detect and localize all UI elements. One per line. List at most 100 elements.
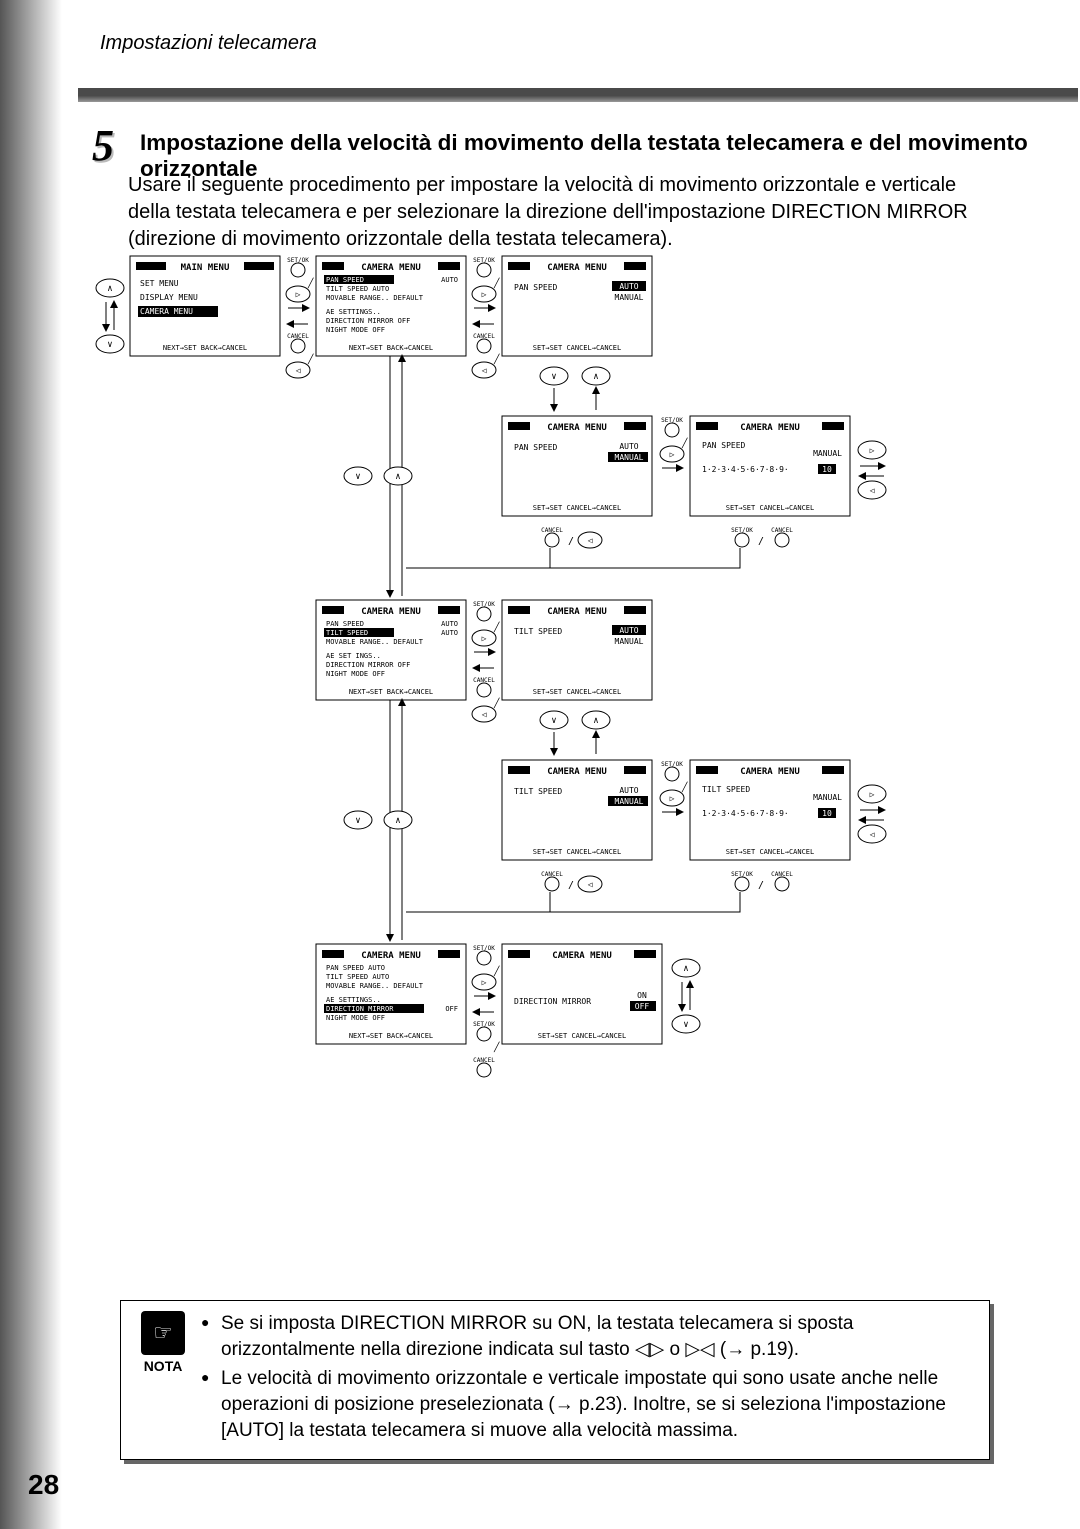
breadcrumb: Impostazioni telecamera [100,32,317,55]
svg-text:╱: ╱ [307,277,314,289]
cancel-back-2: CANCEL / ◁ [541,871,602,892]
svg-text:╱: ╱ [493,1041,500,1053]
svg-text:MANUAL: MANUAL [615,293,644,302]
svg-text:PAN SPEED AUTO: PAN SPEED AUTO [326,964,385,972]
svg-text:NIGHT MODE OFF: NIGHT MODE OFF [326,670,385,678]
note-item: Le velocità di movimento orizzontale e v… [201,1366,975,1443]
nav-stack-3: SET/OK ╱ ▷ [660,417,688,468]
svg-text:TILT SPEED: TILT SPEED [326,629,368,637]
svg-text:▷: ▷ [296,290,301,299]
svg-text:/: / [758,536,764,547]
svg-text:OFF: OFF [635,1002,650,1011]
svg-text:MOVABLE RANGE.. DEFAULT: MOVABLE RANGE.. DEFAULT [326,294,424,302]
svg-text:CAMERA MENU: CAMERA MENU [547,767,607,777]
svg-text:◁: ◁ [588,880,593,889]
svg-text:◁: ◁ [588,536,593,545]
svg-text:SET→SET CANCEL→CANCEL: SET→SET CANCEL→CANCEL [533,688,622,696]
svg-text:TILT SPEED: TILT SPEED [702,785,750,794]
svg-text:▷: ▷ [482,290,487,299]
svg-text:MANUAL: MANUAL [813,793,842,802]
screen-tilt-choice-manual: CAMERA MENU TILT SPEED AUTO MANUAL SET→S… [502,760,652,860]
svg-text:/: / [568,536,574,547]
svg-text:∨: ∨ [551,372,556,382]
right-left-1: ▷ ◁ [858,441,886,499]
svg-text:NEXT→SET BACK→CANCEL: NEXT→SET BACK→CANCEL [163,344,247,352]
svg-text:AUTO: AUTO [619,626,638,635]
svg-text:TILT SPEED: TILT SPEED [514,627,562,636]
right-left-2: ▷ ◁ [858,785,886,843]
svg-text:SET MENU: SET MENU [140,279,179,288]
svg-text:DIRECTION MIRROR: DIRECTION MIRROR [326,1005,394,1013]
svg-text:╱: ╱ [681,437,688,449]
svg-text:∧: ∧ [395,816,400,826]
svg-text:AE SETTINGS..: AE SETTINGS.. [326,996,381,1004]
svg-text:CAMERA MENU: CAMERA MENU [140,307,193,316]
svg-text:∧: ∧ [107,284,112,294]
svg-text:SET→SET CANCEL→CANCEL: SET→SET CANCEL→CANCEL [533,344,622,352]
svg-text:╱: ╱ [681,781,688,793]
nav-stack-6: SET/OK ╱ ▷ SET/OK ╱ CANCEL [472,945,500,1077]
svg-text:ON: ON [637,991,647,1000]
svg-text:∨: ∨ [683,1020,688,1030]
svg-text:AUTO: AUTO [619,442,638,451]
svg-text:SET→SET CANCEL→CANCEL: SET→SET CANCEL→CANCEL [533,504,622,512]
note-item: Se si imposta DIRECTION MIRROR su ON, la… [201,1311,975,1362]
svg-text:NIGHT MODE OFF: NIGHT MODE OFF [326,326,385,334]
svg-text:DIRECTION MIRROR: DIRECTION MIRROR [514,997,591,1006]
svg-text:PAN SPEED: PAN SPEED [702,441,746,450]
svg-text:AUTO: AUTO [619,786,638,795]
svg-text:OFF: OFF [445,1005,458,1013]
svg-text:TILT SPEED AUTO: TILT SPEED AUTO [326,285,389,293]
svg-text:TILT SPEED AUTO: TILT SPEED AUTO [326,973,389,981]
page-number: 28 [28,1469,59,1501]
svg-text:SET→SET CANCEL→CANCEL: SET→SET CANCEL→CANCEL [533,848,622,856]
cancel-back-1: CANCEL / ◁ [541,527,602,548]
up-down-buttons: ∧ ∨ [96,279,124,353]
svg-text:AUTO: AUTO [441,276,458,284]
page-gradient-bar [0,0,62,1529]
svg-text:AUTO: AUTO [441,620,458,628]
step-number: 5 [92,120,114,171]
svg-text:/: / [568,880,574,891]
svg-text:◁: ◁ [870,486,875,495]
svg-text:AUTO: AUTO [441,629,458,637]
setok-cancel-2: SET/OK / CANCEL [731,871,793,891]
svg-text:▷: ▷ [870,790,875,799]
svg-text:▷: ▷ [670,450,675,459]
svg-text:MANUAL: MANUAL [615,453,644,462]
svg-text:CAMERA MENU: CAMERA MENU [740,767,800,777]
screen-tilt-choice: CAMERA MENU TILT SPEED AUTO MANUAL SET→S… [502,600,652,700]
screen-dir-choice: CAMERA MENU DIRECTION MIRROR ON OFF SET→… [502,944,662,1044]
svg-text:▷: ▷ [482,978,487,987]
screen-tilt-manual-scale: CAMERA MENU TILT SPEED MANUAL 1·2·3·4·5·… [690,760,850,860]
svg-text:∧: ∧ [593,372,598,382]
screen-main-menu: MAIN MENU SET MENU DISPLAY MENU CAMERA M… [130,256,280,356]
svg-text:CAMERA MENU: CAMERA MENU [361,607,421,617]
up-down-pair-2: ∨ ∧ [540,711,610,754]
svg-text:/: / [758,880,764,891]
svg-text:NEXT→SET BACK→CANCEL: NEXT→SET BACK→CANCEL [349,688,433,696]
nota-icon: ☞ NOTA [135,1311,191,1376]
svg-text:CAMERA MENU: CAMERA MENU [552,951,612,961]
svg-text:∨: ∨ [551,716,556,726]
svg-text:CAMERA MENU: CAMERA MENU [361,951,421,961]
setok-cancel-1: SET/OK / CANCEL [731,527,793,547]
svg-text:MAIN MENU: MAIN MENU [181,263,230,273]
svg-text:NEXT→SET BACK→CANCEL: NEXT→SET BACK→CANCEL [349,1032,433,1040]
svg-text:DIRECTION MIRROR OFF: DIRECTION MIRROR OFF [326,661,410,669]
up-down-pair-1: ∨ ∧ [540,367,610,410]
svg-text:SET→SET CANCEL→CANCEL: SET→SET CANCEL→CANCEL [538,1032,627,1040]
nav-stack-2: SET/OK ╱ ▷ CANCEL ╱ ◁ [472,257,500,378]
up-down-side: ∧ ∨ [672,959,700,1033]
svg-text:MOVABLE RANGE.. DEFAULT: MOVABLE RANGE.. DEFAULT [326,638,424,646]
svg-text:TILT SPEED: TILT SPEED [514,787,562,796]
svg-text:10: 10 [822,465,832,474]
nav-stack-5: SET/OK ╱ ▷ [660,761,688,812]
svg-text:╱: ╱ [493,965,500,977]
intro-paragraph: Usare il seguente procedimento per impos… [128,172,998,253]
svg-text:AUTO: AUTO [619,282,638,291]
svg-text:▷: ▷ [870,446,875,455]
screen-camera-menu-pan: CAMERA MENU PAN SPEEDAUTO TILT SPEED AUT… [316,256,466,356]
svg-text:PAN SPEED: PAN SPEED [326,620,364,628]
svg-text:CAMERA MENU: CAMERA MENU [547,263,607,273]
